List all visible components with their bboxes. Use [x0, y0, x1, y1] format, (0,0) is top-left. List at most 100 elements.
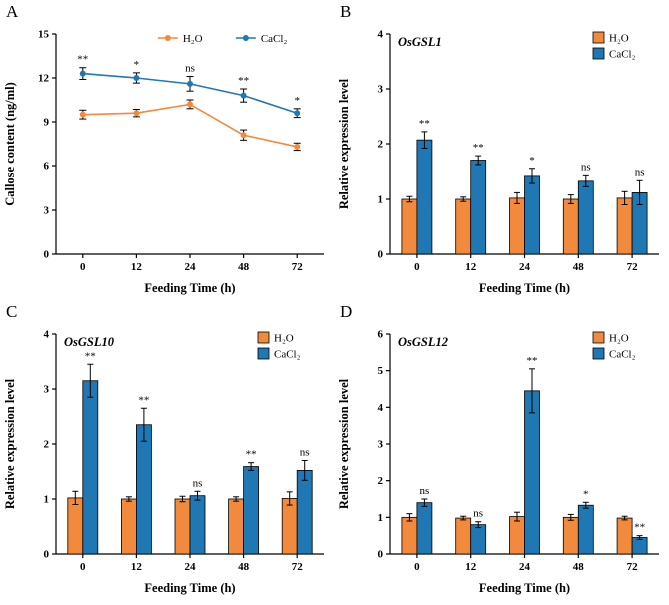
significance-label: **	[85, 350, 96, 362]
data-point	[187, 101, 193, 108]
x-tick-label: 0	[80, 261, 86, 273]
x-tick-label: 24	[519, 261, 531, 273]
significance-label: ns	[420, 485, 430, 497]
bar	[562, 198, 579, 255]
error-bar	[421, 498, 428, 507]
error-bar	[636, 179, 643, 205]
error-bar	[301, 460, 308, 481]
significance-label: *	[134, 59, 140, 71]
x-tick-label: 48	[238, 261, 250, 273]
y-tick-label: 6	[378, 329, 384, 341]
y-tick-label: 4	[378, 402, 384, 414]
significance-label: *	[294, 95, 300, 107]
bar	[524, 390, 540, 555]
error-bar	[406, 195, 413, 203]
panel-C-chart: 0 1 2 3 4 0 12 24 48 72 Feeding Time (h) Relative e…	[0, 300, 334, 600]
x-axis-label: Feeding Time (h)	[479, 281, 570, 295]
x-axis-label: Feeding Time (h)	[144, 281, 235, 295]
x-tick-label: 12	[465, 261, 477, 273]
chart-svg: 0 3 6 9 12 15 0 12 24 48 72 Feeding Time (h) Callose…	[3, 29, 324, 295]
line-series	[82, 103, 298, 148]
data-point	[133, 75, 140, 81]
error-bar	[406, 513, 413, 522]
y-tick-label: 3	[44, 384, 50, 396]
panel-label-C: C	[6, 302, 18, 321]
x-tick-label: 72	[292, 261, 304, 273]
y-tick-label: 0	[44, 249, 50, 261]
panel-label-B: B	[340, 2, 352, 21]
error-bar	[286, 491, 293, 506]
x-tick-label: 12	[465, 561, 477, 573]
legend-label: H₂O	[609, 33, 629, 45]
x-axis-label: Feeding Time (h)	[144, 581, 235, 595]
error-bar	[179, 495, 186, 503]
y-tick-label: 0	[378, 549, 384, 561]
data-point	[79, 70, 86, 77]
panel-D-chart: 0 1 2 3 4 5 6 0 12 24 48 72 Feeding Time (h) Relative…	[334, 300, 669, 600]
y-tick-label: 12	[38, 73, 50, 85]
significance-label: **	[473, 142, 484, 154]
error-bar	[636, 535, 643, 540]
y-tick-label: 1	[378, 512, 384, 524]
y-tick-label: 4	[44, 329, 50, 341]
legend: H₂O CaCl₂	[157, 33, 287, 45]
y-tick-label: 2	[378, 475, 384, 487]
error-bar	[233, 496, 240, 502]
bar	[401, 198, 418, 255]
x-tick-label: 24	[519, 561, 531, 573]
error-bar	[475, 155, 482, 166]
x-tick-label: 12	[131, 561, 143, 573]
bar	[470, 160, 487, 255]
error-bar	[529, 168, 535, 184]
bar	[416, 139, 433, 255]
significance-label: **	[634, 522, 645, 534]
x-tick-label: 48	[573, 261, 585, 273]
y-tick-label: 2	[378, 139, 384, 151]
data-point	[240, 92, 247, 99]
significance-label: ns	[193, 477, 203, 489]
panel-A: A 0 3 6 9 12 15 0 12 24 48 72 Feeding Time (h) Callo…	[0, 0, 334, 300]
error-bar	[621, 515, 628, 521]
panel-B-chart: 0 1 2 3 4 0 12 24 48 72 Feeding Time (h) Relative e…	[334, 0, 669, 300]
x-tick-label: 48	[573, 561, 585, 573]
legend-label: CaCl₂	[609, 349, 636, 361]
x-tick-label: 12	[131, 261, 143, 273]
legend-label: H₂O	[609, 333, 629, 345]
bar	[577, 180, 594, 255]
significance-label: ns	[581, 161, 591, 173]
bar	[509, 197, 525, 255]
data-point	[294, 143, 301, 150]
data-point	[294, 110, 301, 117]
significance-label: **	[419, 118, 430, 130]
error-bar	[72, 490, 79, 505]
gene-label: OsGSL1	[398, 35, 442, 49]
x-tick-label: 48	[238, 561, 250, 573]
error-bar	[421, 131, 428, 149]
legend-label: H₂O	[274, 333, 294, 345]
error-bar	[582, 501, 589, 509]
bar	[135, 424, 152, 555]
error-bar	[460, 196, 467, 202]
panel-D: D 0 1 2 3 4 5 6 0 12 24 48 72 Feeding Time (h) Relati…	[334, 300, 669, 600]
significance-label: **	[77, 54, 88, 66]
x-tick-label: 0	[414, 261, 420, 273]
bar	[281, 498, 298, 555]
error-bar	[529, 368, 535, 414]
y-tick-label: 3	[378, 84, 384, 96]
legend-label: CaCl₂	[274, 349, 301, 361]
y-tick-label: 9	[44, 117, 50, 129]
y-tick-label: 1	[44, 494, 50, 506]
legend: H₂O CaCl₂	[592, 31, 636, 61]
error-bar	[194, 490, 201, 501]
y-tick-label: 6	[44, 161, 50, 173]
significance-label: ns	[300, 447, 310, 459]
significance-label: *	[529, 155, 535, 167]
y-axis-label: Relative expression level	[3, 378, 17, 509]
significance-label: **	[138, 394, 149, 406]
y-axis-label: Callose content (ng/ml)	[3, 82, 17, 206]
error-bar	[621, 190, 628, 205]
y-tick-label: 3	[378, 439, 384, 451]
significance-label: ns	[473, 508, 483, 520]
